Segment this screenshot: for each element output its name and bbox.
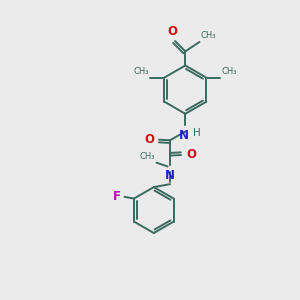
Text: CH₃: CH₃ [201, 31, 216, 40]
Text: CH₃: CH₃ [222, 67, 237, 76]
Text: F: F [112, 190, 120, 203]
Text: N: N [179, 128, 189, 142]
Text: O: O [186, 148, 196, 161]
Text: H: H [193, 128, 200, 138]
Text: CH₃: CH₃ [139, 152, 155, 161]
Text: N: N [164, 169, 174, 182]
Text: O: O [168, 25, 178, 38]
Text: O: O [144, 133, 154, 146]
Text: CH₃: CH₃ [133, 67, 149, 76]
